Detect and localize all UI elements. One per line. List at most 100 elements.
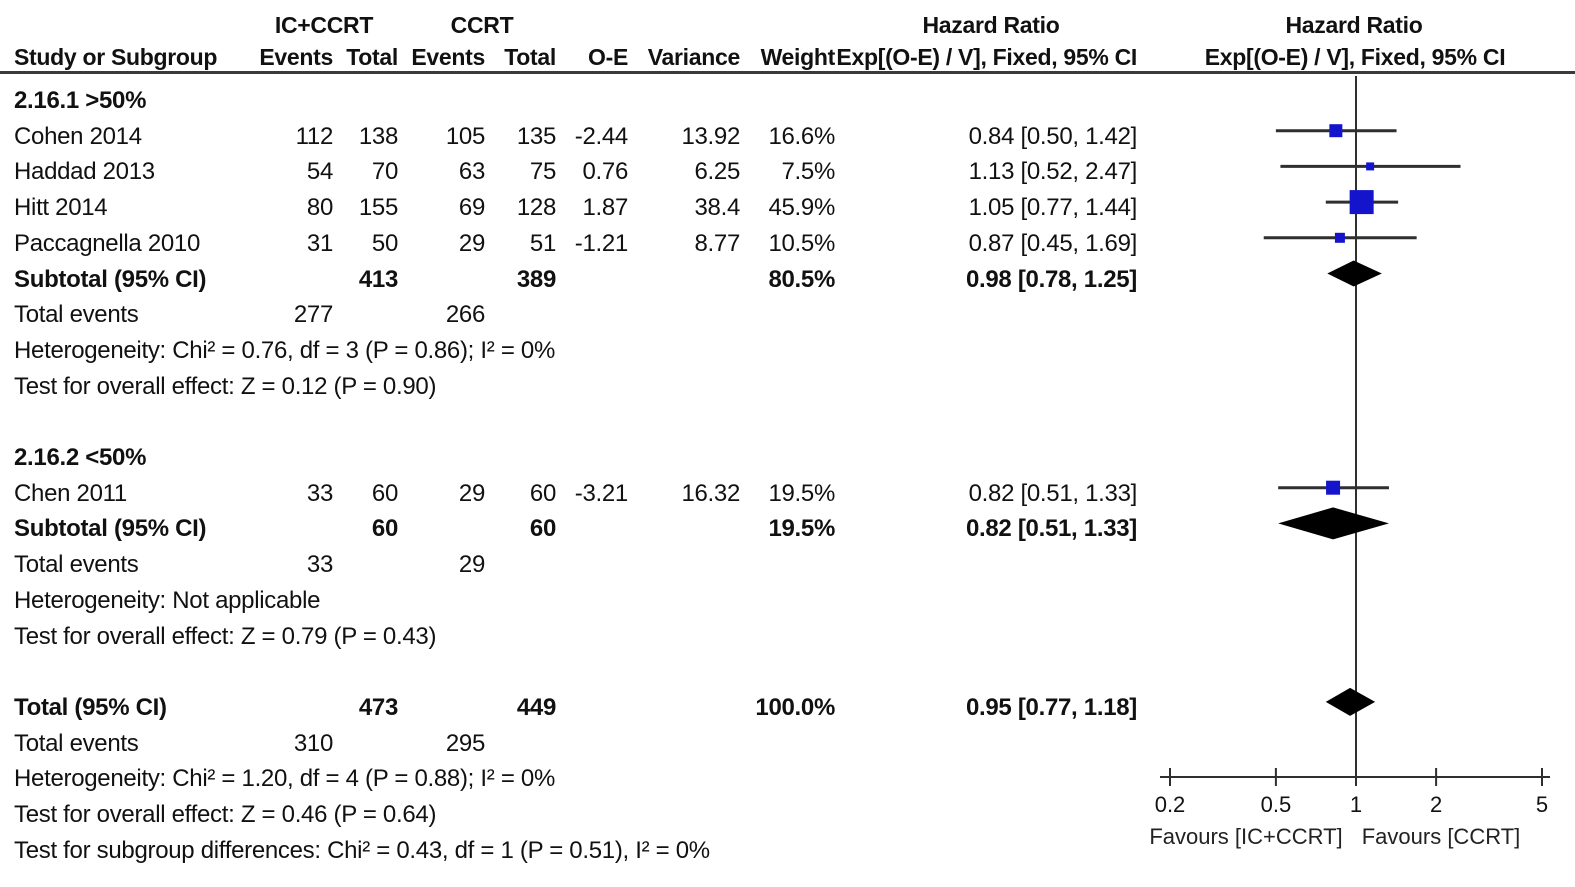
plain-label: Total events — [14, 729, 139, 757]
effect-square — [1349, 190, 1374, 215]
axis-tick-label: 5 — [1536, 792, 1548, 817]
subgroup-row: 2.16.1 >50% — [0, 83, 1575, 119]
cell-total1: 138 — [358, 122, 398, 150]
note-row: Test for overall effect: Z = 0.46 (P = 0… — [0, 797, 1575, 833]
cell-events2: 105 — [445, 122, 485, 150]
plain-label: Total events — [14, 551, 139, 579]
cell-total1: 60 — [371, 515, 398, 543]
col-header-total-1: Total — [346, 44, 398, 70]
pooled-diamond — [1327, 260, 1382, 287]
hazard-ratio-plot-title: Hazard Ratio — [1285, 12, 1423, 38]
note-row: Heterogeneity: Not applicable — [0, 583, 1575, 619]
cell-oe: -3.21 — [574, 479, 629, 507]
col-header-oe: O-E — [588, 44, 628, 70]
cell-ci-text: 1.13 [0.52, 2.47] — [968, 158, 1138, 186]
col-header-ci-text: Exp[(O-E) / V], Fixed, 95% CI — [836, 44, 1137, 70]
study-label: Hitt 2014 — [14, 194, 108, 222]
cell-ci-text: 1.05 [0.77, 1.44] — [968, 194, 1138, 222]
total-row: Total (95% CI) 473 449 100.0% 0.95 [0.77, 1.… — [0, 690, 1575, 726]
cell-ci-text: 0.98 [0.78, 1.25] — [965, 265, 1137, 293]
cell-total2: 389 — [516, 265, 556, 293]
note-label: Test for overall effect: Z = 0.12 (P = 0… — [14, 372, 437, 400]
col-header-events-2: Events — [411, 44, 485, 70]
cell-total2: 128 — [516, 194, 556, 222]
cell-weight: 100.0% — [755, 693, 835, 721]
col-header-study: Study or Subgroup — [14, 44, 218, 70]
control-group-header: CCRT — [450, 12, 514, 38]
cell-total1: 155 — [358, 194, 398, 222]
study-label: Cohen 2014 — [14, 122, 142, 150]
cell-total1: 70 — [371, 158, 398, 186]
cell-total2: 51 — [529, 229, 556, 257]
effect-square — [1334, 232, 1345, 243]
treatment-group-header: IC+CCRT — [274, 12, 374, 38]
cell-events1: 277 — [293, 301, 333, 329]
note-label: Test for subgroup differences: Chi² = 0.… — [14, 836, 710, 864]
favours-right-label: Favours [CCRT] — [1361, 824, 1521, 849]
cell-ci-text: 0.82 [0.51, 1.33] — [968, 479, 1138, 507]
cell-events2: 69 — [458, 194, 485, 222]
effect-square — [1326, 480, 1341, 495]
note-row: Test for subgroup differences: Chi² = 0.… — [0, 833, 1575, 869]
axis-tick-label: 2 — [1430, 792, 1442, 817]
cell-variance: 8.77 — [694, 229, 740, 257]
cell-oe: -1.21 — [574, 229, 629, 257]
plain-row: Total events 277 266 — [0, 297, 1575, 333]
note-row: Heterogeneity: Chi² = 0.76, df = 3 (P = … — [0, 333, 1575, 369]
cell-weight: 19.5% — [768, 479, 835, 507]
cell-events2: 63 — [458, 158, 485, 186]
cell-events1: 310 — [293, 729, 333, 757]
subtotal-label: Subtotal (95% CI) — [14, 515, 207, 543]
subtotal-label: Subtotal (95% CI) — [14, 265, 207, 293]
cell-total2: 75 — [529, 158, 556, 186]
study-row: Hitt 2014 80 155 69 128 1.87 38.4 45.9% 1.05 [0.… — [0, 190, 1575, 226]
cell-total1: 60 — [371, 479, 398, 507]
cell-events1: 31 — [306, 229, 333, 257]
note-label: Heterogeneity: Chi² = 0.76, df = 3 (P = … — [14, 336, 556, 364]
cell-ci-text: 0.82 [0.51, 1.33] — [965, 515, 1137, 543]
cell-events1: 54 — [306, 158, 333, 186]
plain-label: Total events — [14, 301, 139, 329]
cell-events2: 29 — [458, 229, 485, 257]
pooled-diamond — [1278, 507, 1389, 540]
study-row: Chen 2011 33 60 29 60 -3.21 16.32 19.5% 0.82 [0.… — [0, 476, 1575, 512]
note-row: Test for overall effect: Z = 0.12 (P = 0… — [0, 369, 1575, 405]
note-row: Heterogeneity: Chi² = 1.20, df = 4 (P = … — [0, 761, 1575, 797]
col-header-events-1: Events — [259, 44, 333, 70]
axis-tick-label: 0.5 — [1261, 792, 1292, 817]
cell-weight: 45.9% — [768, 194, 835, 222]
cell-variance: 38.4 — [694, 194, 740, 222]
cell-events2: 29 — [458, 551, 485, 579]
effect-square — [1329, 124, 1343, 138]
cell-ci-text: 0.87 [0.45, 1.69] — [968, 229, 1138, 257]
favours-left-label: Favours [IC+CCRT] — [1149, 824, 1343, 849]
cell-weight: 7.5% — [781, 158, 835, 186]
cell-total2: 135 — [516, 122, 556, 150]
cell-weight: 80.5% — [768, 265, 835, 293]
subtotal-row: Subtotal (95% CI) 60 60 19.5% 0.82 [0.51, 1.… — [0, 511, 1575, 547]
subgroup-row: 2.16.2 <50% — [0, 440, 1575, 476]
cell-oe: 0.76 — [582, 158, 628, 186]
cell-ci-text: 0.84 [0.50, 1.42] — [968, 122, 1138, 150]
cell-total1: 50 — [371, 229, 398, 257]
cell-variance: 16.32 — [681, 479, 740, 507]
cell-events2: 29 — [458, 479, 485, 507]
note-row: Test for overall effect: Z = 0.79 (P = 0… — [0, 619, 1575, 655]
cell-total2: 449 — [516, 693, 556, 721]
study-label: Paccagnella 2010 — [14, 229, 201, 257]
cell-weight: 10.5% — [768, 229, 835, 257]
col-header-total-2: Total — [504, 44, 556, 70]
subgroup-label: 2.16.1 >50% — [14, 87, 147, 114]
cell-weight: 19.5% — [768, 515, 835, 543]
cell-total1: 473 — [358, 693, 398, 721]
cell-events2: 295 — [445, 729, 485, 757]
cell-oe: 1.87 — [582, 194, 628, 222]
plain-row: Total events 33 29 — [0, 547, 1575, 583]
cell-events1: 80 — [306, 194, 333, 222]
study-row: Paccagnella 2010 31 50 29 51 -1.21 8.77 10.5% 0.… — [0, 226, 1575, 262]
subtotal-row: Subtotal (95% CI) 413 389 80.5% 0.98 [0.78, … — [0, 262, 1575, 298]
cell-weight: 16.6% — [768, 122, 835, 150]
cell-ci-text: 0.95 [0.77, 1.18] — [965, 693, 1137, 721]
pooled-diamond — [1325, 687, 1376, 716]
